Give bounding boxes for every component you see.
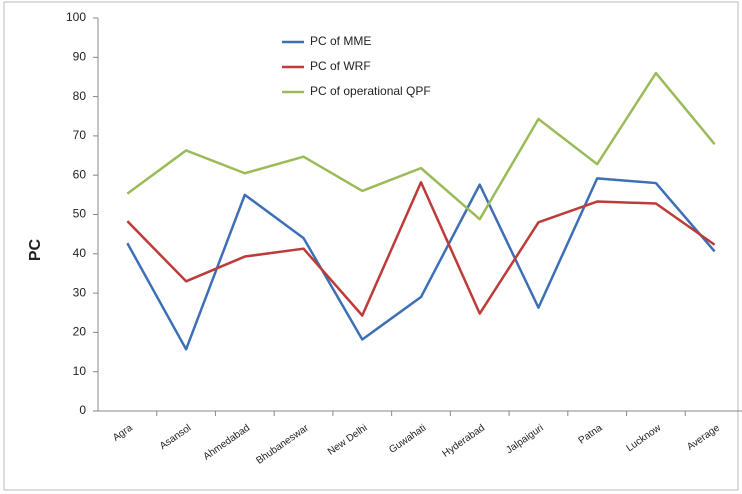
y-tick-label: 90	[73, 49, 87, 63]
x-tick-label: Lucknow	[625, 422, 664, 454]
frame	[3, 1, 739, 491]
legend-label: PC of WRF	[310, 59, 371, 73]
y-tick-label: 30	[73, 285, 87, 299]
x-tick-label: Ahmedabad	[202, 423, 252, 463]
line-series	[126, 71, 716, 221]
x-tick-label: Hyderabad	[441, 423, 487, 460]
x-tick-label: Agra	[111, 422, 135, 443]
x-tick-label: Asansol	[158, 423, 193, 452]
y-tick-label: 70	[73, 128, 87, 142]
y-tick-label: 0	[79, 403, 86, 417]
line-series	[126, 181, 716, 317]
x-tick-label: New Delhi	[326, 423, 370, 458]
legend-label: PC of operational QPF	[310, 84, 431, 98]
y-tick-label: 60	[73, 167, 87, 181]
y-tick-label: 20	[73, 325, 87, 339]
x-tick-label: Jalpaiguri	[504, 423, 545, 457]
x-tick-label: Average	[685, 422, 722, 453]
legend-label: PC of MME	[310, 34, 371, 48]
y-tick-label: 100	[66, 10, 86, 24]
x-tick-label: Guwahati	[387, 423, 428, 456]
y-tick-label: 50	[73, 207, 87, 221]
x-tick-label: Patna	[577, 422, 605, 446]
y-axis-label: PC	[27, 238, 44, 261]
y-tick-label: 10	[73, 364, 87, 378]
line-series	[126, 177, 716, 351]
y-tick-label: 80	[73, 89, 87, 103]
x-tick-label: Bhubaneswar	[254, 422, 311, 466]
y-tick-label: 40	[73, 246, 87, 260]
